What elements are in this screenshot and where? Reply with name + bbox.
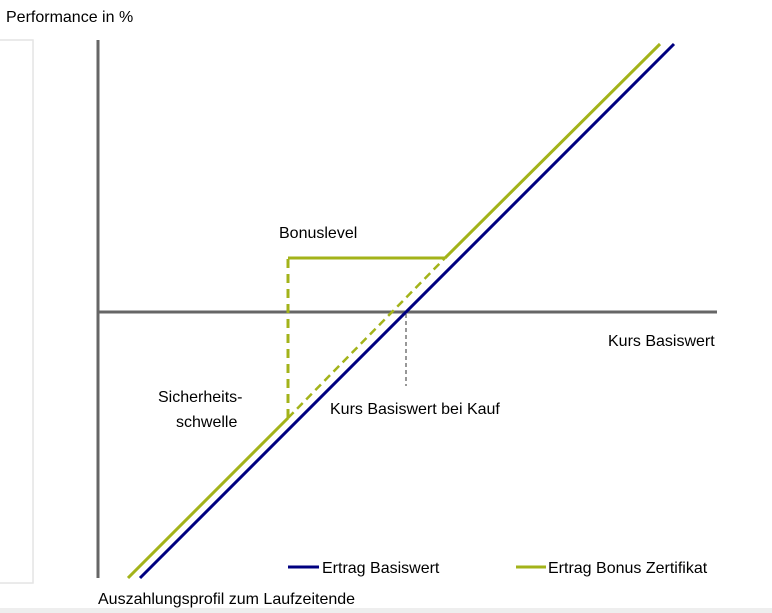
y-axis-label: Performance in % bbox=[6, 9, 133, 26]
threshold-label: Sicherheits- bbox=[158, 389, 242, 406]
bonus-line-upper bbox=[443, 42, 662, 260]
bonus-line-lower bbox=[126, 416, 290, 580]
legend-label: Ertrag Bonus Zertifikat bbox=[548, 560, 708, 577]
caption: Auszahlungsprofil zum Laufzeitende bbox=[98, 591, 355, 608]
side-panel bbox=[0, 39, 34, 584]
legend-label: Ertrag Basiswert bbox=[322, 560, 440, 577]
bonus-barrier-dash bbox=[286, 256, 445, 418]
purchase-label: Kurs Basiswert bei Kauf bbox=[330, 401, 500, 418]
bonus-diagonal-dash bbox=[287, 257, 446, 419]
bonus-level-label: Bonuslevel bbox=[279, 225, 357, 242]
bottom-strip bbox=[0, 608, 772, 613]
x-axis-label: Kurs Basiswert bbox=[608, 333, 715, 350]
threshold-label: schwelle bbox=[176, 414, 237, 431]
underlying-line bbox=[138, 42, 676, 580]
